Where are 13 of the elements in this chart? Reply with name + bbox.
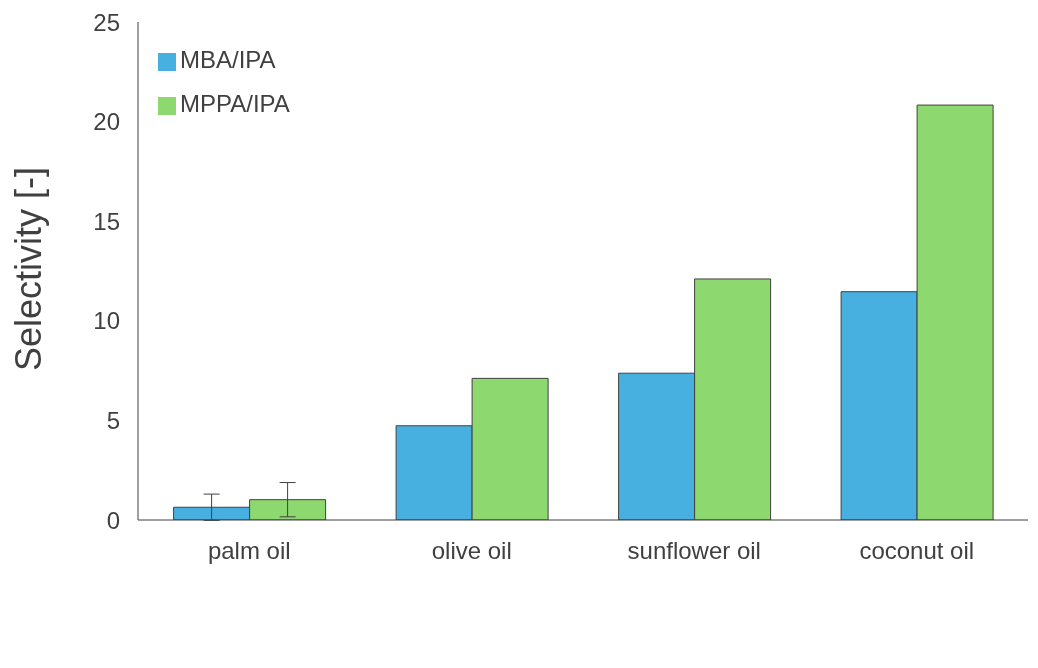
y-tick-label: 20 [93, 108, 120, 136]
y-axis-title: Selectivity [-] [7, 166, 49, 371]
x-tick-label: coconut oil [859, 537, 975, 565]
x-tick-label: olive oil [431, 537, 512, 565]
x-tick-label: palm oil [207, 537, 291, 565]
y-tick-label: 5 [106, 406, 120, 434]
legend-label: MBA/IPA [180, 46, 276, 73]
y-tick-label: 10 [93, 307, 120, 335]
y-tick-label: 0 [106, 506, 120, 534]
y-tick-label: 25 [93, 8, 120, 36]
legend-label: MPPA/IPA [180, 90, 290, 117]
y-tick-label: 15 [93, 207, 120, 235]
x-tick-label: sunflower oil [627, 537, 761, 565]
